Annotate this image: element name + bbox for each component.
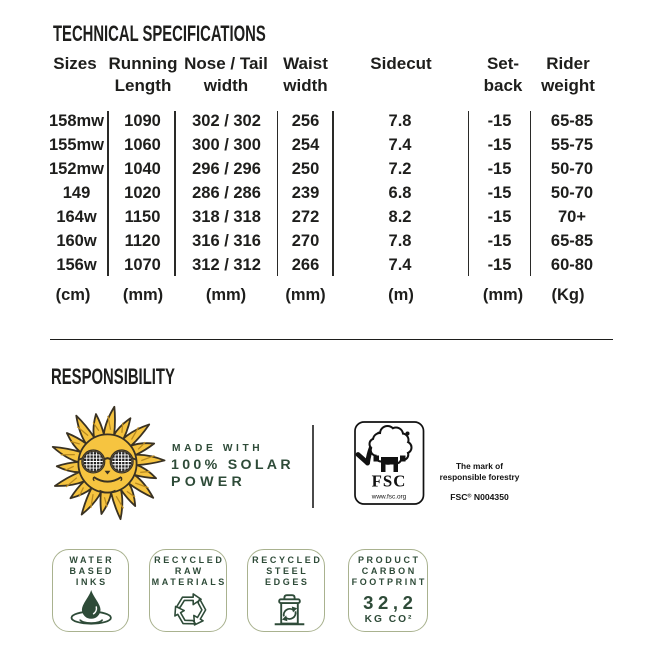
- svg-text:FSC: FSC: [371, 472, 406, 491]
- svg-text:www.fsc.org: www.fsc.org: [370, 494, 406, 501]
